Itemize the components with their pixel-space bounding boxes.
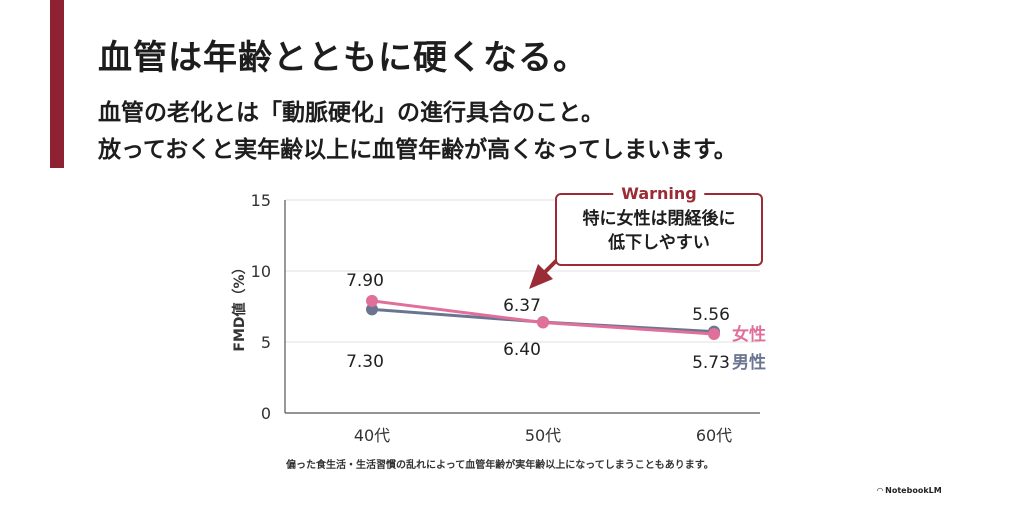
- data-label-male: 5.73: [692, 353, 730, 373]
- page-title: 血管は年齢とともに硬くなる。: [98, 38, 588, 78]
- notebooklm-logo-icon: ◠: [877, 486, 884, 495]
- data-point-male: [366, 303, 378, 316]
- data-label-female: 6.37: [503, 296, 541, 316]
- data-label-male: 7.30: [346, 352, 384, 372]
- data-point-female: [708, 328, 720, 341]
- watermark-text: NotebookLM: [885, 486, 942, 495]
- data-label-male: 6.40: [503, 340, 541, 360]
- series-label-female: 女性: [732, 324, 766, 345]
- subtitle-line-2: 放っておくと実年齢以上に血管年齢が高くなってしまいます。: [98, 137, 737, 163]
- y-tick-label: 0: [261, 404, 271, 423]
- warning-title: Warning: [613, 184, 705, 203]
- x-tick-label: 50代: [525, 426, 561, 445]
- accent-bar: [50, 0, 64, 168]
- data-point-female: [366, 294, 378, 307]
- y-axis-label: FMD値（%）: [231, 260, 248, 351]
- footnote: 偏った食生活・生活習慣の乱れによって血管年齢が実年齢以上になってしまうこともあり…: [286, 460, 714, 471]
- warning-callout: Warning 特に女性は閉経後に 低下しやすい: [555, 184, 763, 266]
- series-label-male: 男性: [732, 352, 766, 373]
- subtitle-line-1: 血管の老化とは「動脈硬化」の進行具合のこと。: [98, 100, 604, 126]
- data-point-female: [537, 316, 549, 329]
- x-tick-label: 60代: [696, 426, 732, 445]
- y-tick-label: 15: [251, 191, 271, 210]
- y-tick-label: 10: [251, 262, 271, 281]
- warning-line-2: 低下しやすい: [608, 233, 710, 253]
- warning-text: 特に女性は閉経後に 低下しやすい: [557, 207, 761, 255]
- warning-line-1: 特に女性は閉経後に: [582, 209, 736, 229]
- data-label-female: 5.56: [692, 305, 730, 325]
- y-tick-label: 5: [261, 333, 271, 352]
- notebooklm-watermark: ◠ NotebookLM: [877, 486, 942, 495]
- x-tick-label: 40代: [354, 426, 390, 445]
- warning-arrow-head: [529, 264, 553, 289]
- data-label-female: 7.90: [346, 271, 384, 291]
